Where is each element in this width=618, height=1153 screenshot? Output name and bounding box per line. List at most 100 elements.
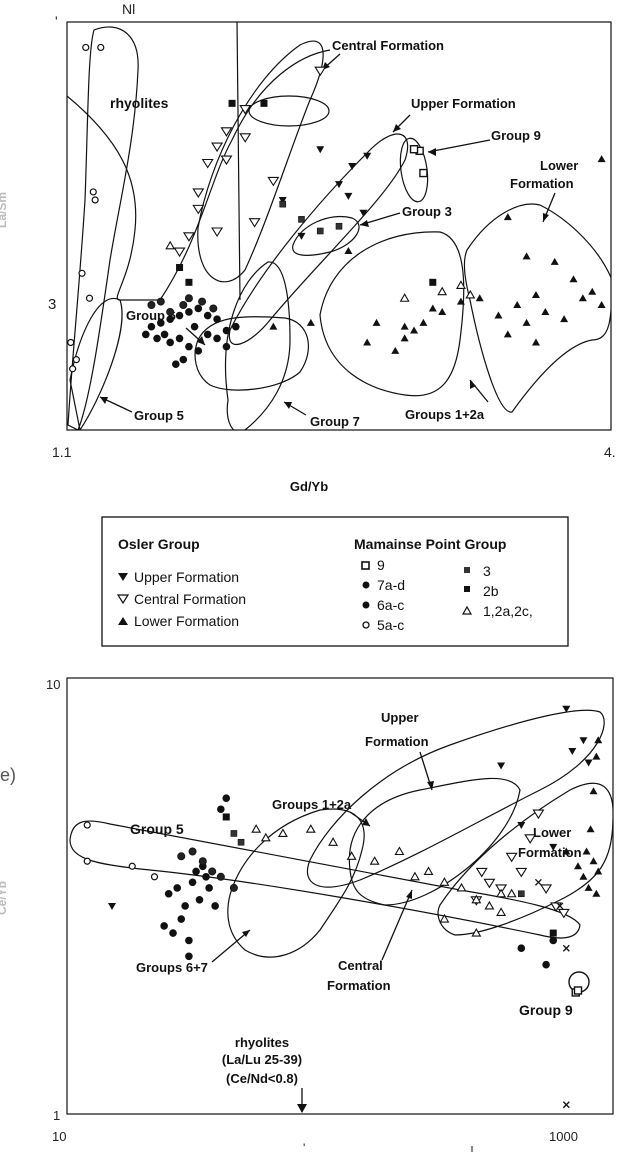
point-top-4-22: [222, 342, 231, 351]
annotation-rhyolites-lalu: (La/Lu 25-39): [222, 1052, 302, 1067]
point-top-2-22: [410, 326, 419, 334]
point-bottom-4-1: [173, 884, 182, 892]
point-top-5-6: [166, 307, 175, 316]
legend-item-lower: Lower Formation: [134, 613, 239, 629]
point-bottom-4-3: [188, 878, 197, 887]
point-top-9-2: [465, 289, 476, 299]
point-bottom-4-17: [517, 944, 526, 953]
annotation-group9-b: Group 9: [519, 1002, 573, 1018]
arrow-groups67-b: [211, 929, 251, 963]
point-bottom-4-16: [222, 794, 231, 803]
top-y-axis-label-fragment: La/Sm: [0, 192, 9, 228]
arrowhead-group6: [197, 336, 205, 345]
point-bottom-5-5: [229, 883, 238, 892]
point-top-2-14: [578, 294, 587, 302]
point-bottom-2-7: [584, 883, 593, 891]
point-top-2-25: [428, 304, 437, 312]
point-bottom-8-0: [222, 813, 230, 821]
arrowhead-groups12a: [470, 380, 476, 389]
point-top-2-24: [400, 334, 409, 342]
point-top-0-5: [335, 181, 343, 189]
point-top-4-6: [203, 311, 212, 320]
point-top-3-1: [419, 168, 428, 178]
legend-frame: [101, 516, 569, 647]
legend-right-title: Mamainse Point Group: [354, 536, 506, 552]
point-top-0-6: [363, 152, 372, 160]
point-top-8-1: [260, 99, 268, 107]
point-bottom-9-0: [251, 824, 262, 833]
legend-box: Osler Group Mamainse Point Group Upper F…: [101, 516, 569, 647]
point-top-7-1: [316, 227, 324, 235]
top-chart: Nl La/Sm ' 3 1.1 4. Gd/Yb Central Form: [0, 1, 616, 494]
top-y-tick-top: ': [55, 13, 58, 29]
arrowhead-central-b: [406, 890, 412, 899]
point-top-1-5: [192, 188, 205, 198]
point-bottom-9-11: [456, 882, 467, 892]
filled-circle-icon: [362, 581, 370, 589]
annotation-group3: Group 3: [402, 204, 452, 219]
point-top-4-13: [194, 347, 203, 355]
point-top-1-12: [248, 218, 261, 228]
filled-circle-dot-icon: [362, 601, 370, 609]
point-bottom-10-1: [556, 902, 564, 910]
point-bottom-9-5: [346, 851, 357, 860]
point-top-2-18: [531, 338, 540, 346]
down-triangle-filled-icon: [118, 573, 128, 581]
point-top-0-2: [344, 192, 353, 200]
annotation-upper-b-1: Upper: [381, 710, 419, 725]
point-bottom-0-5: [107, 902, 116, 910]
envelope-group5-b: [69, 820, 581, 939]
point-top-7-0: [279, 200, 287, 208]
point-top-2-19: [344, 247, 353, 255]
legend-item-6a-c: 6a-c: [377, 597, 404, 613]
point-top-9-3: [437, 286, 448, 296]
point-bottom-1-5: [483, 878, 496, 889]
annotation-rhyolites: rhyolites: [110, 95, 169, 111]
arrowhead-groups67-b: [242, 930, 250, 937]
point-bottom-0-3: [584, 759, 593, 767]
point-bottom-0-0: [562, 705, 571, 713]
point-top-2-9: [475, 294, 484, 302]
point-top-8-0: [228, 99, 236, 107]
point-top-4-17: [179, 355, 188, 364]
envelope-upper-b: [306, 709, 605, 888]
point-bottom-4-8: [160, 922, 168, 930]
point-bottom-9-1: [260, 832, 271, 842]
point-bottom-1-8: [540, 884, 553, 894]
arrow-group9: [427, 139, 491, 153]
point-bottom-6-3: [150, 873, 159, 881]
point-top-4-11: [166, 338, 174, 347]
point-bottom-0-4: [497, 762, 506, 770]
point-top-2-13: [456, 297, 465, 305]
envelope-group3: [292, 216, 360, 256]
annotation-upper-formation: Upper Formation: [411, 96, 516, 111]
point-top-9-0: [165, 240, 176, 250]
bottom-chart: e) Ce/Yb 10 1 10 1000 Upper Formation Gr…: [0, 677, 614, 1152]
point-top-1-3: [211, 142, 224, 153]
annotation-central-b-1: Central: [338, 958, 383, 973]
point-bottom-1-1: [524, 834, 537, 844]
point-bottom-9-18: [496, 907, 507, 916]
point-top-5-5: [179, 300, 188, 309]
point-bottom-2-11: [592, 889, 601, 897]
up-triangle-filled-icon: [118, 617, 128, 625]
envelope-group9: [399, 137, 429, 203]
annotation-lower-2: Formation: [510, 176, 574, 191]
top-y-tick-3: 3: [48, 296, 56, 313]
point-top-2-21: [400, 322, 409, 330]
arrowhead-upper-b: [427, 781, 434, 790]
arrowhead-group3: [360, 220, 369, 227]
point-bottom-5-2: [198, 857, 207, 866]
point-top-0-0: [316, 146, 325, 154]
point-top-7-3: [298, 216, 305, 223]
point-top-2-12: [560, 315, 569, 323]
point-top-4-1: [156, 319, 165, 327]
legend-item-2b: 2b: [483, 583, 499, 599]
point-bottom-1-3: [515, 867, 528, 878]
point-top-4-15: [222, 326, 231, 335]
legend-item-5a-c: 5a-c: [377, 617, 404, 633]
top-fragment-text: Nl: [122, 1, 135, 17]
envelope-groups67-b: [227, 808, 365, 958]
point-top-2-27: [306, 318, 315, 326]
point-top-8-3: [185, 278, 193, 286]
